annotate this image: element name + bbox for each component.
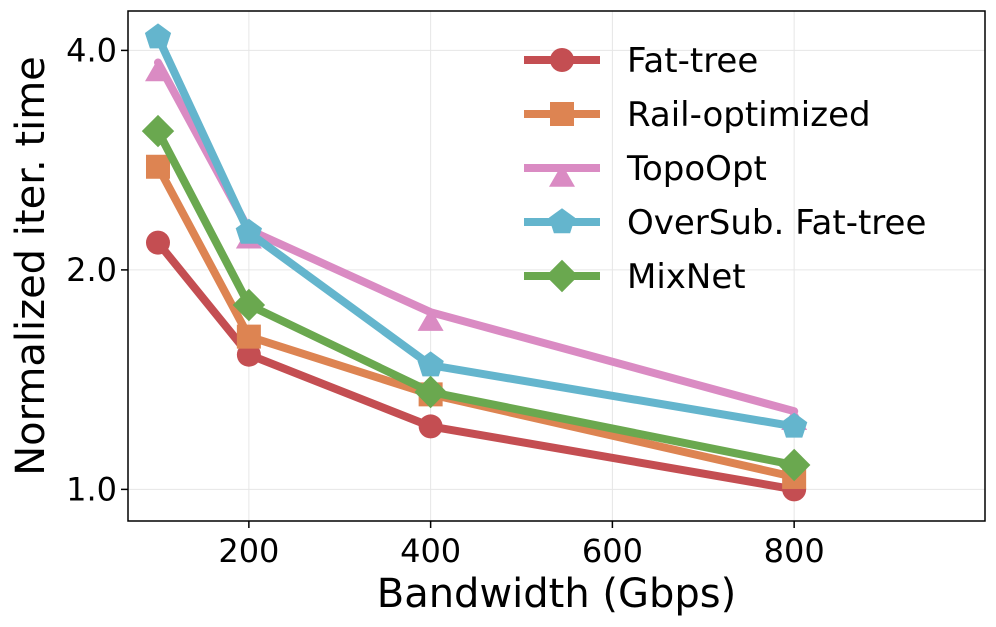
- series-line: [154, 127, 799, 469]
- data-point: [235, 218, 262, 244]
- data-point: [232, 288, 266, 322]
- legend-item: TopoOpt: [524, 149, 767, 189]
- series-line: [154, 58, 799, 416]
- legend-label: OverSub. Fat-tree: [627, 203, 926, 243]
- x-axis-label: Bandwidth (Gbps): [377, 571, 737, 617]
- series: [141, 23, 811, 502]
- legend-label: Rail-optimized: [627, 95, 871, 135]
- legend-item: Rail-optimized: [524, 95, 871, 135]
- series-line: [154, 238, 799, 494]
- x-tick-label: 400: [400, 532, 461, 570]
- data-point: [236, 324, 261, 349]
- legend-marker: [549, 164, 575, 187]
- data-point: [781, 412, 808, 438]
- data-point: [145, 154, 170, 179]
- series-oversub-fat-tree: [144, 23, 808, 438]
- data-point: [236, 342, 261, 367]
- legend-marker: [550, 48, 574, 72]
- legend-marker: [545, 259, 579, 293]
- data-point: [414, 375, 447, 409]
- data-point: [418, 414, 443, 439]
- x-tick-label: 800: [764, 532, 825, 570]
- series-mixnet: [141, 114, 811, 482]
- x-tick-label: 200: [218, 532, 279, 570]
- y-tick-label: 4.0: [66, 31, 117, 69]
- data-point: [778, 448, 811, 482]
- data-point: [417, 351, 444, 377]
- series-line: [154, 162, 799, 481]
- legend-item: MixNet: [524, 257, 746, 297]
- legend-marker: [550, 102, 574, 126]
- legend-label: TopoOpt: [626, 149, 767, 189]
- series-fat-tree: [145, 230, 807, 502]
- legend-marker: [548, 208, 576, 234]
- plot-frame: [127, 10, 986, 522]
- legend-label: Fat-tree: [627, 41, 758, 81]
- y-tick-label: 2.0: [66, 251, 117, 289]
- y-axis-label: Normalized iter. time: [8, 56, 54, 476]
- x-tick-label: 600: [582, 532, 643, 570]
- legend: Fat-tree Rail-optimized TopoOpt OverSub. Fa…: [524, 41, 926, 297]
- y-tick-label: 1.0: [66, 470, 117, 508]
- data-point: [141, 114, 175, 148]
- legend-item: OverSub. Fat-tree: [524, 203, 926, 243]
- data-point: [144, 23, 172, 49]
- data-point: [417, 308, 444, 331]
- series-line: [154, 33, 799, 431]
- data-point: [145, 58, 171, 82]
- legend-item: Fat-tree: [524, 41, 758, 81]
- axis-ticks: 200 400 600 800 1.0 2.0 4.0: [66, 31, 825, 570]
- data-point: [145, 230, 170, 255]
- legend-label: MixNet: [627, 257, 746, 297]
